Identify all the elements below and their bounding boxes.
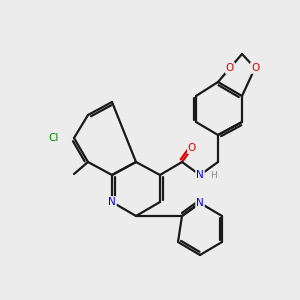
Text: O: O (188, 143, 196, 153)
Text: N: N (196, 170, 204, 180)
Text: O: O (226, 63, 234, 73)
Text: N: N (108, 197, 116, 207)
Text: Cl: Cl (49, 133, 59, 143)
Text: H: H (210, 170, 217, 179)
Text: N: N (196, 198, 204, 208)
Text: O: O (251, 63, 259, 73)
